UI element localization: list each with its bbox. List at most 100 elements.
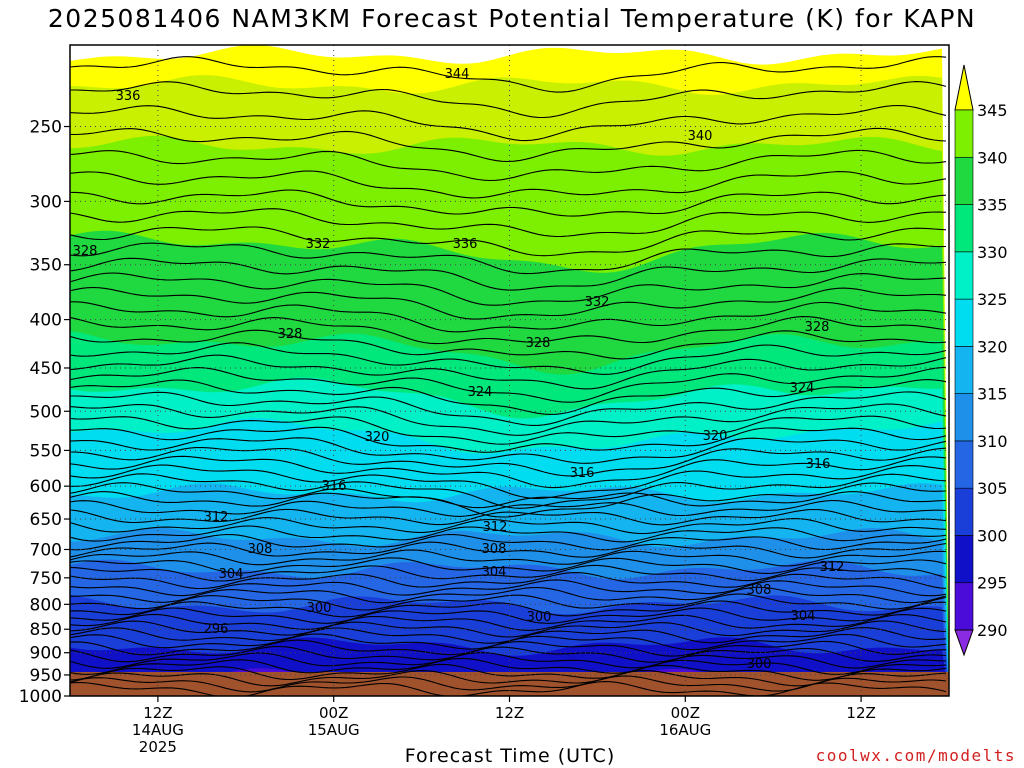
- colorbar-label: 345: [977, 101, 1008, 120]
- contour-line: [70, 613, 947, 631]
- y-tick-label: 500: [30, 402, 62, 422]
- contour-line: [70, 415, 947, 445]
- contour-label: 312: [483, 520, 508, 535]
- x-tick-label: 12Z: [495, 704, 524, 722]
- contour-line: [70, 681, 947, 696]
- colorbar-segment: [954, 440, 974, 489]
- contour-line: [70, 670, 947, 687]
- y-tick-label: 300: [30, 192, 62, 212]
- colorbar-segment: [954, 204, 974, 253]
- contour-label: 340: [688, 129, 713, 144]
- contour-label: 300: [747, 657, 772, 672]
- x-tick-label: 00Z: [319, 704, 348, 722]
- contour-label: 308: [747, 583, 772, 598]
- x-tick-label: 12Z: [846, 704, 875, 722]
- contour-label: 304: [482, 565, 507, 580]
- x-tick-label: 15AUG: [308, 721, 360, 739]
- contour-label: 320: [703, 429, 728, 444]
- contour-line: [70, 593, 947, 611]
- y-tick-label: 550: [30, 441, 62, 461]
- contour-label: 328: [526, 336, 551, 351]
- contour-line: [70, 572, 947, 590]
- colorbar-max-arrow: [954, 64, 974, 111]
- contour-label: 312: [204, 510, 229, 525]
- contour-line: [70, 455, 947, 489]
- colorbar-label: 320: [977, 337, 1008, 356]
- contour-label: 332: [306, 237, 331, 252]
- colorbar-label: 335: [977, 196, 1008, 215]
- contour-line: [70, 652, 947, 669]
- contour-labels-layer: 344 336 340 332 336 328 332 328 328 328 324 324 320 3…: [73, 67, 845, 672]
- y-tick-label: 900: [30, 644, 62, 664]
- colorbar-segment: [954, 298, 974, 347]
- contour-line: [70, 403, 947, 436]
- contour-label: 328: [73, 244, 98, 259]
- contour-label: 336: [453, 237, 478, 252]
- colorbar-label: 330: [977, 243, 1008, 262]
- colorbar-label: 325: [977, 290, 1008, 309]
- colorbar-label: 305: [977, 479, 1008, 498]
- contour-line: [70, 81, 947, 119]
- y-tick-label: 450: [30, 359, 62, 379]
- colorbar-label: 310: [977, 432, 1008, 451]
- contour-line: [70, 286, 947, 320]
- contour-label: 296: [204, 622, 229, 637]
- contour-line: [70, 491, 947, 509]
- x-tick-label: 2025: [139, 738, 177, 756]
- contour-line: [70, 242, 947, 275]
- colorbar-segment: [954, 535, 974, 584]
- colorbar-label: 315: [977, 385, 1008, 404]
- colorbar-segment: [954, 109, 974, 158]
- colorbar-min-arrow: [954, 629, 974, 657]
- contour-line: [70, 208, 947, 238]
- colorbar-label: 295: [977, 574, 1008, 593]
- contour-line: [70, 189, 947, 217]
- contour-line: [70, 657, 947, 675]
- contour-label: 316: [322, 479, 347, 494]
- contour-label: 304: [791, 609, 816, 624]
- contour-line: [70, 549, 947, 567]
- y-axis: 250 300 350 400 450 500 550 600 650 700 750 800 850 9…: [19, 118, 70, 707]
- contour-label: 328: [278, 327, 303, 342]
- contour-line: [70, 607, 947, 624]
- contour-line: [70, 127, 947, 163]
- contour-line: [70, 366, 947, 403]
- contour-line: [70, 316, 947, 345]
- contour-label: 316: [806, 457, 831, 472]
- contour-line: [70, 464, 947, 500]
- contour-line: [70, 620, 947, 638]
- colorbar-label: 300: [977, 526, 1008, 545]
- y-tick-label: 1000: [19, 687, 62, 707]
- contour-label: 328: [805, 320, 830, 335]
- contour-line: [70, 586, 947, 604]
- contour-line: [70, 149, 947, 182]
- y-tick-label: 650: [30, 510, 62, 530]
- contour-label: 336: [116, 89, 141, 104]
- contour-line: [70, 579, 947, 597]
- contour-label: 324: [790, 381, 815, 396]
- colorbar-segment: [954, 346, 974, 394]
- x-tick-label: 00Z: [671, 704, 700, 722]
- x-tick-label: 12Z: [143, 704, 172, 722]
- contour-label: 308: [248, 542, 273, 557]
- colorbar-segment: [954, 582, 974, 631]
- contour-line: [70, 391, 947, 426]
- grid-layer: [70, 45, 949, 697]
- contour-line: [70, 508, 947, 526]
- colorbar-segment: [954, 393, 974, 442]
- contour-line: [70, 104, 947, 142]
- y-tick-label: 400: [30, 311, 62, 331]
- credit-link[interactable]: coolwx.com/modelts: [815, 746, 1016, 765]
- y-tick-label: 800: [30, 595, 62, 615]
- colorbar-segment: [954, 156, 974, 205]
- contour-lines-layer: [70, 56, 947, 696]
- contour-label: 300: [527, 610, 552, 625]
- contour-line: [70, 354, 947, 390]
- contour-label: 316: [570, 466, 595, 481]
- y-tick-label: 600: [30, 477, 62, 497]
- contour-line: [70, 541, 947, 559]
- contour-label: 308: [482, 542, 507, 557]
- contour-label: 324: [468, 385, 493, 400]
